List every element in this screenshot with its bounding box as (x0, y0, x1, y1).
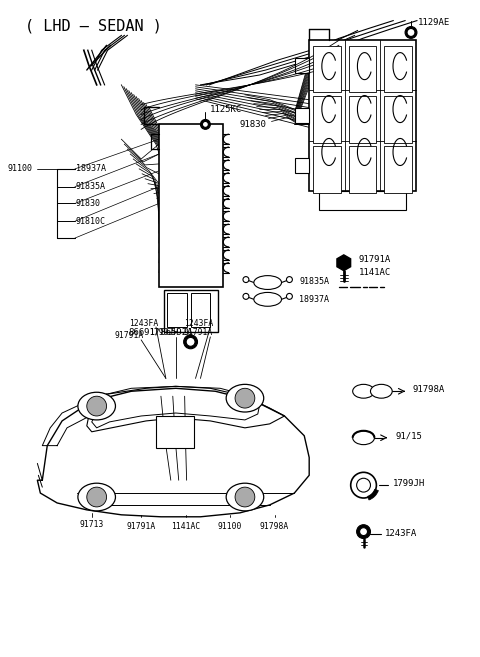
Text: 91713: 91713 (80, 520, 104, 529)
Circle shape (407, 28, 415, 36)
Circle shape (243, 277, 249, 283)
Text: 86691/86592A: 86691/86592A (129, 327, 193, 336)
Text: 1129AE: 1129AE (418, 18, 450, 27)
Circle shape (235, 388, 255, 408)
Circle shape (186, 338, 195, 346)
Text: 1141AC: 1141AC (359, 268, 391, 277)
Text: 91835A: 91835A (300, 277, 329, 286)
Text: 91791A: 91791A (359, 256, 391, 264)
Bar (295, 108, 309, 124)
Text: 91791A: 91791A (115, 331, 144, 340)
Bar (159, 124, 223, 288)
Text: 91791A: 91791A (184, 328, 213, 338)
Ellipse shape (226, 384, 264, 412)
Bar (319, 191, 406, 210)
Text: 91/15: 91/15 (395, 431, 422, 440)
Circle shape (357, 525, 371, 539)
Polygon shape (337, 255, 350, 271)
Text: 91830: 91830 (240, 120, 267, 129)
FancyBboxPatch shape (349, 46, 376, 93)
Text: 1799JH: 1799JH (149, 328, 179, 338)
Ellipse shape (371, 384, 392, 398)
Text: 18937A: 18937A (300, 295, 329, 304)
Wedge shape (368, 489, 378, 500)
Text: 91100: 91100 (8, 164, 33, 173)
FancyBboxPatch shape (384, 46, 412, 93)
FancyBboxPatch shape (384, 147, 412, 193)
Circle shape (287, 294, 292, 300)
Text: 91810C: 91810C (76, 217, 106, 226)
Bar (191, 294, 210, 327)
Bar (309, 40, 416, 191)
FancyBboxPatch shape (313, 147, 341, 193)
Circle shape (87, 487, 107, 507)
Circle shape (351, 472, 376, 498)
Text: 91798A: 91798A (413, 385, 445, 394)
Text: 18937A: 18937A (76, 164, 106, 173)
Ellipse shape (353, 431, 374, 445)
Circle shape (357, 478, 371, 492)
FancyBboxPatch shape (313, 46, 341, 93)
Bar (156, 416, 193, 447)
Ellipse shape (78, 483, 116, 511)
Bar (164, 290, 218, 332)
Ellipse shape (254, 292, 281, 306)
Text: 1243FA: 1243FA (184, 319, 213, 328)
Circle shape (235, 487, 255, 507)
Circle shape (360, 528, 368, 535)
Bar (295, 58, 309, 74)
Text: 1243FA: 1243FA (385, 529, 418, 538)
Text: 91100: 91100 (218, 522, 242, 531)
FancyBboxPatch shape (349, 97, 376, 143)
Bar (295, 158, 309, 173)
Ellipse shape (226, 483, 264, 511)
Circle shape (287, 277, 292, 283)
Circle shape (243, 294, 249, 300)
Circle shape (405, 26, 417, 38)
Ellipse shape (78, 392, 116, 420)
FancyBboxPatch shape (384, 97, 412, 143)
Text: 1141AC: 1141AC (171, 522, 200, 531)
Circle shape (184, 335, 197, 349)
Circle shape (87, 396, 107, 416)
Text: 1799JH: 1799JH (393, 479, 425, 487)
Ellipse shape (254, 276, 281, 290)
Ellipse shape (353, 384, 374, 398)
Text: 91835A: 91835A (76, 182, 106, 191)
Circle shape (203, 122, 208, 127)
FancyBboxPatch shape (349, 147, 376, 193)
Text: 91830: 91830 (76, 199, 101, 208)
Bar (167, 294, 187, 327)
Text: 1125KC: 1125KC (210, 105, 242, 114)
Circle shape (201, 120, 210, 129)
Text: 91798A: 91798A (260, 522, 289, 531)
Text: 1243FA: 1243FA (130, 319, 159, 328)
Text: 91791A: 91791A (127, 522, 156, 531)
Text: ( LHD – SEDAN ): ( LHD – SEDAN ) (24, 18, 161, 33)
FancyBboxPatch shape (313, 97, 341, 143)
